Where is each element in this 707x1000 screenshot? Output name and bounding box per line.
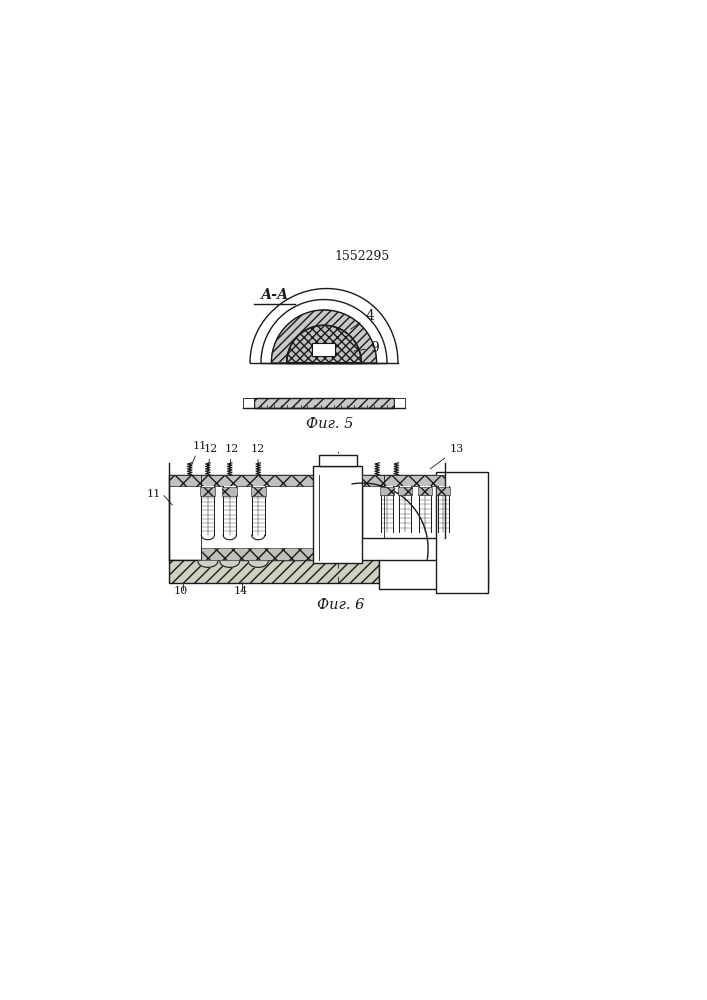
Bar xyxy=(438,486,450,532)
Polygon shape xyxy=(220,561,240,567)
Text: А-А: А-А xyxy=(261,288,288,302)
Bar xyxy=(381,486,393,532)
Bar xyxy=(363,475,445,538)
Text: 14: 14 xyxy=(233,586,248,596)
Text: 4: 4 xyxy=(351,309,374,329)
Bar xyxy=(170,475,319,560)
Bar xyxy=(398,487,412,495)
Bar xyxy=(436,487,450,495)
Text: 13: 13 xyxy=(431,444,464,469)
Bar xyxy=(363,475,445,486)
Text: 12: 12 xyxy=(250,444,265,469)
Bar xyxy=(243,398,254,408)
Bar xyxy=(223,486,236,535)
Bar xyxy=(200,487,216,496)
Bar xyxy=(170,560,379,583)
Bar xyxy=(312,343,336,356)
Bar xyxy=(394,398,405,408)
Text: 12: 12 xyxy=(204,444,218,469)
Bar xyxy=(399,486,411,532)
Polygon shape xyxy=(198,561,218,567)
Bar xyxy=(313,466,363,563)
Text: 12: 12 xyxy=(224,444,238,469)
Text: ': ' xyxy=(301,398,304,408)
Text: 11: 11 xyxy=(191,441,206,467)
Text: 10: 10 xyxy=(173,586,187,596)
Text: 11: 11 xyxy=(147,489,161,499)
Bar xyxy=(379,560,489,589)
Bar xyxy=(201,548,319,560)
Bar xyxy=(222,487,238,496)
Polygon shape xyxy=(248,561,268,567)
Bar xyxy=(319,455,357,466)
Text: 9: 9 xyxy=(354,341,380,355)
Polygon shape xyxy=(271,310,377,363)
Bar xyxy=(418,487,432,495)
Text: Фиг. 6: Фиг. 6 xyxy=(317,598,364,612)
Text: 1552295: 1552295 xyxy=(334,250,390,263)
Polygon shape xyxy=(250,289,398,363)
Text: Фиг. 5: Фиг. 5 xyxy=(305,417,354,431)
Bar xyxy=(170,475,319,486)
Bar xyxy=(419,486,431,532)
Bar xyxy=(201,486,214,535)
Bar xyxy=(252,486,265,535)
Bar xyxy=(254,398,394,408)
Bar xyxy=(380,487,394,495)
Polygon shape xyxy=(287,325,361,363)
Text: 8: 8 xyxy=(292,398,301,412)
Bar xyxy=(250,487,266,496)
Bar xyxy=(436,472,489,593)
